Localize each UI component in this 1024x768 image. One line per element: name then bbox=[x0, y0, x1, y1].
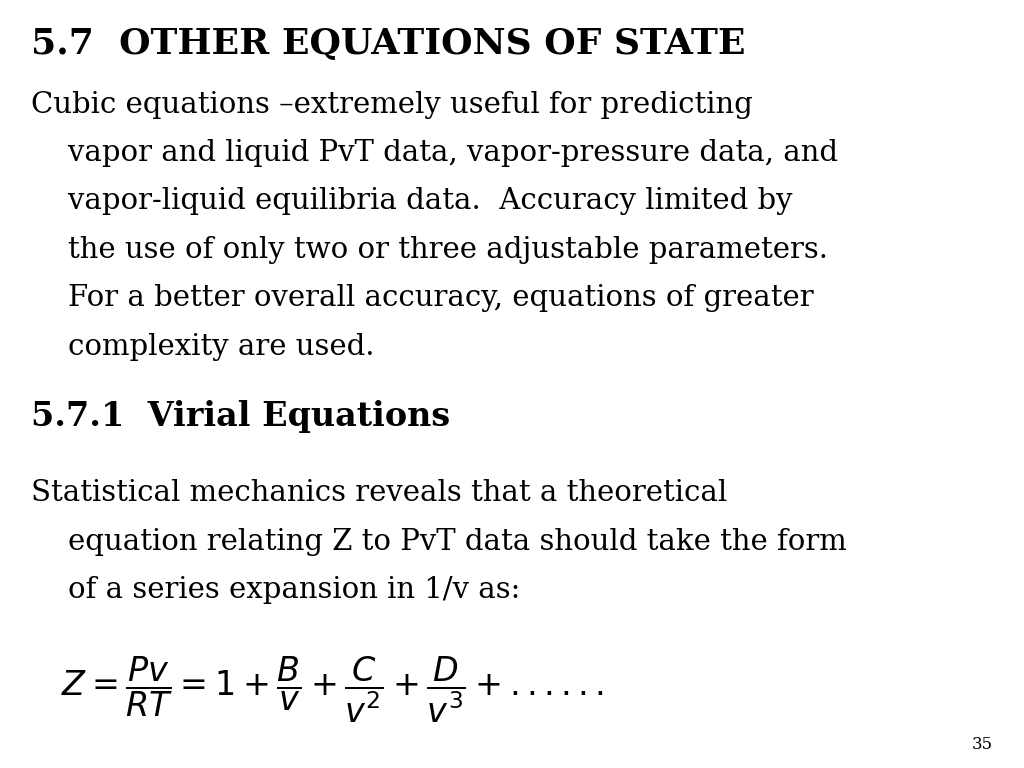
Text: complexity are used.: complexity are used. bbox=[31, 333, 374, 360]
Text: 35: 35 bbox=[972, 736, 993, 753]
Text: equation relating Z to PvT data should take the form: equation relating Z to PvT data should t… bbox=[31, 528, 847, 555]
Text: 5.7.1  Virial Equations: 5.7.1 Virial Equations bbox=[31, 400, 450, 433]
Text: $Z = \dfrac{Pv}{RT} = 1 + \dfrac{B}{v} + \dfrac{C}{v^2} + \dfrac{D}{v^3} + .....: $Z = \dfrac{Pv}{RT} = 1 + \dfrac{B}{v} +… bbox=[61, 655, 604, 725]
Text: vapor-liquid equilibria data.  Accuracy limited by: vapor-liquid equilibria data. Accuracy l… bbox=[31, 187, 793, 215]
Text: of a series expansion in 1/v as:: of a series expansion in 1/v as: bbox=[31, 576, 520, 604]
Text: For a better overall accuracy, equations of greater: For a better overall accuracy, equations… bbox=[31, 284, 813, 312]
Text: Statistical mechanics reveals that a theoretical: Statistical mechanics reveals that a the… bbox=[31, 479, 727, 507]
Text: vapor and liquid PvT data, vapor-pressure data, and: vapor and liquid PvT data, vapor-pressur… bbox=[31, 139, 838, 167]
Text: the use of only two or three adjustable parameters.: the use of only two or three adjustable … bbox=[31, 236, 827, 263]
Text: Cubic equations –extremely useful for predicting: Cubic equations –extremely useful for pr… bbox=[31, 91, 753, 118]
Text: 5.7  OTHER EQUATIONS OF STATE: 5.7 OTHER EQUATIONS OF STATE bbox=[31, 27, 745, 61]
